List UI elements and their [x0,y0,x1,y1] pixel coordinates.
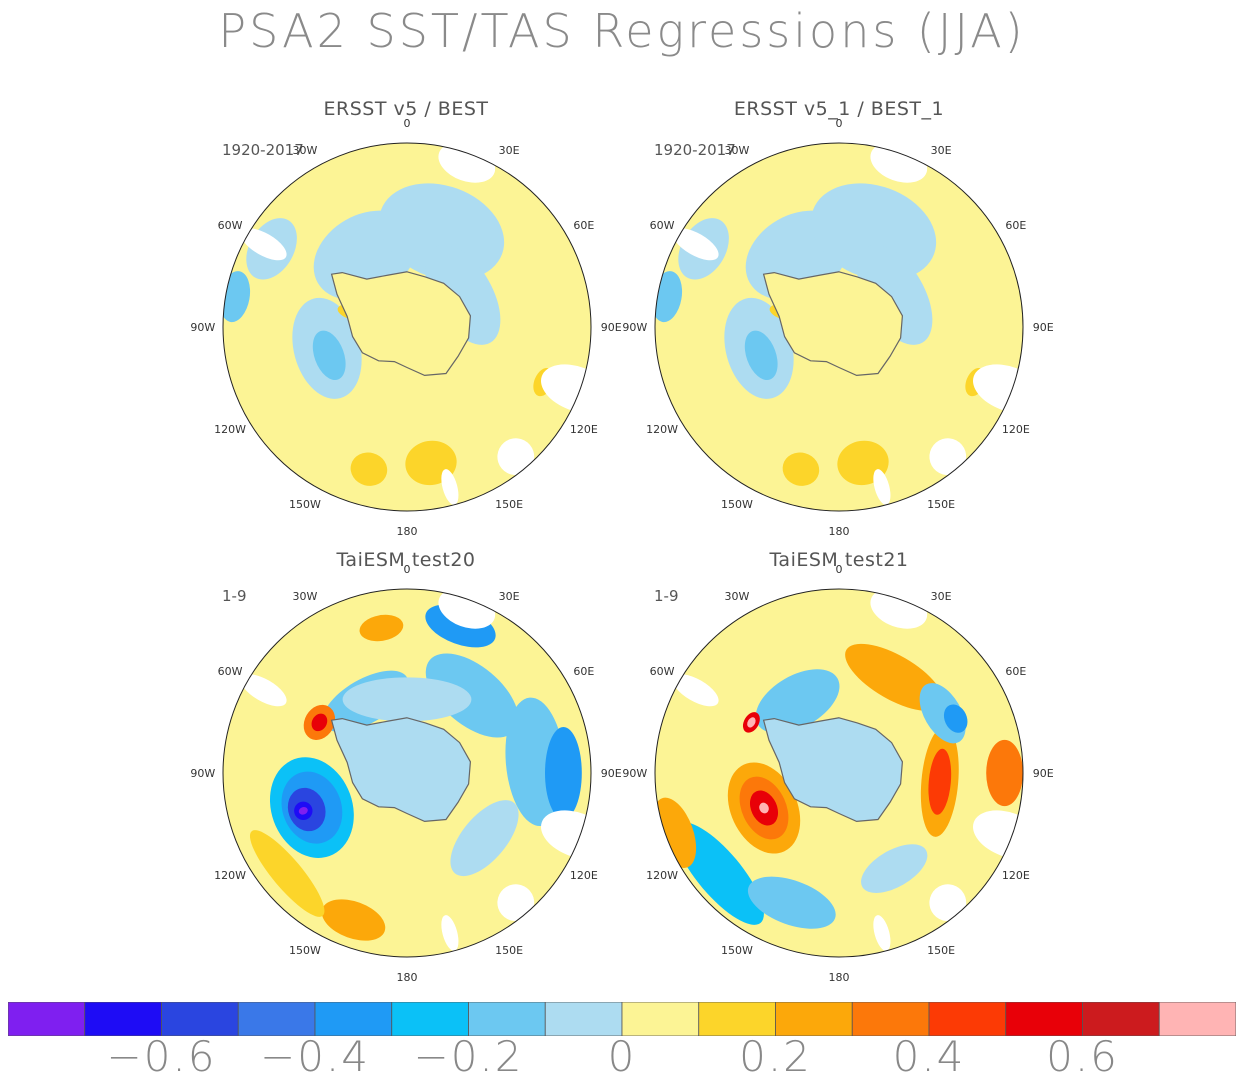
lon-label: 150E [495,944,523,957]
lon-label: 30W [292,590,317,603]
lon-label: 90E [1033,767,1054,780]
polar-map-2: 0 30E 60E 90E 120E 150E 180 150W 120W 90W 60W 30W [622,117,1053,538]
lon-label: 120E [1002,423,1030,436]
lon-label: 180 [397,525,418,538]
lon-label: 0 [404,117,411,130]
lon-label: 150W [289,944,321,957]
panel-title-2: ERSST v5_1 / BEST_1 [733,98,945,120]
lon-label: 150E [927,944,955,957]
lon-label: 150W [721,498,753,511]
lon-label: 90W [622,767,647,780]
colorbar-swatch [8,1002,86,1036]
colorbar-swatch [84,1002,162,1036]
lon-label: 90W [190,321,215,334]
colorbar-tick-label: −0.4 [260,1032,370,1081]
colorbar-swatch [314,1002,393,1036]
lon-label: 0 [836,117,843,130]
lon-label: 60E [573,665,594,678]
lon-label: 120E [1002,869,1030,882]
polar-map-3: 0 30E 60E 90E 120E 150E 180 150W 120W 90W 60W 30W [190,563,621,984]
lon-label: 30W [292,144,317,157]
colorbar-swatch [161,1002,239,1036]
colorbar-swatch [544,1002,623,1036]
colorbar-swatch [237,1002,316,1036]
lon-label: 0 [404,563,411,576]
colorbar-swatch [1158,1002,1236,1036]
lon-label: 180 [829,525,850,538]
colorbar-swatch [775,1002,853,1036]
lon-label: 30E [499,144,520,157]
colorbar-tick-label: 0.2 [739,1032,812,1081]
lon-label: 60W [218,219,243,232]
lon-label: 30E [499,590,520,603]
lon-label: 30W [724,590,749,603]
colorbar-swatch [621,1002,700,1036]
lon-label: 150E [927,498,955,511]
colorbar-swatch [391,1002,469,1036]
lon-label: 180 [829,971,850,984]
lon-label: 90W [622,321,647,334]
lon-label: 60E [1005,219,1026,232]
period-label-4: 1-9 [654,587,679,605]
lon-label: 120E [570,869,598,882]
colorbar [8,1002,1236,1036]
period-label-3: 1-9 [222,587,247,605]
colorbar-swatch [928,1002,1007,1036]
period-label-1: 1920-2017 [222,141,304,159]
lon-label: 120W [646,869,678,882]
lon-label: 120E [570,423,598,436]
lon-label: 180 [397,971,418,984]
lon-label: 90W [190,767,215,780]
lon-label: 150E [495,498,523,511]
lon-label: 30E [931,590,952,603]
lon-label: 120W [646,423,678,436]
panel-title-4: TaiESM test21 [769,549,909,571]
colorbar-tick-label: −0.6 [106,1032,217,1081]
colorbar-swatch [468,1002,546,1036]
panel-title-3: TaiESM test20 [336,549,476,571]
colorbar-tick-label: 0.4 [892,1032,966,1081]
colorbar-swatch [1005,1002,1083,1036]
lon-label: 120W [214,869,246,882]
colorbar-swatch [851,1002,930,1036]
polar-map-1: 0 30E 60E 90E 120E 150E 180 150W 120W 90W 60W 30W [190,117,621,538]
lon-label: 120W [214,423,246,436]
polar-map-4: 0 30E 60E 90E 120E 150E 180 150W 120W 90W 60W 30W [622,563,1053,984]
lon-label: 60W [650,665,675,678]
lon-label: 150W [289,498,321,511]
lon-label: 90E [601,767,622,780]
colorbar-tick-label: 0.6 [1046,1032,1119,1081]
colorbar-tick-label: 0 [607,1032,637,1081]
colorbar-swatch [1082,1002,1160,1036]
lon-label: 60W [650,219,675,232]
colorbar-swatch [698,1002,776,1036]
lon-label: 60E [1005,665,1026,678]
lon-label: 60E [573,219,594,232]
lon-label: 30E [931,144,952,157]
lon-label: 0 [836,563,843,576]
panel-title-1: ERSST v5 / BEST [323,98,489,120]
lon-label: 90E [1033,321,1054,334]
lon-label: 60W [218,665,243,678]
lon-label: 30W [724,144,749,157]
lon-label: 150W [721,944,753,957]
lon-label: 90E [601,321,622,334]
colorbar-tick-label: −0.2 [413,1032,524,1081]
period-label-2: 1920-2017 [654,141,736,159]
main-title: PSA2 SST/TAS Regressions (JJA) [218,4,1026,58]
